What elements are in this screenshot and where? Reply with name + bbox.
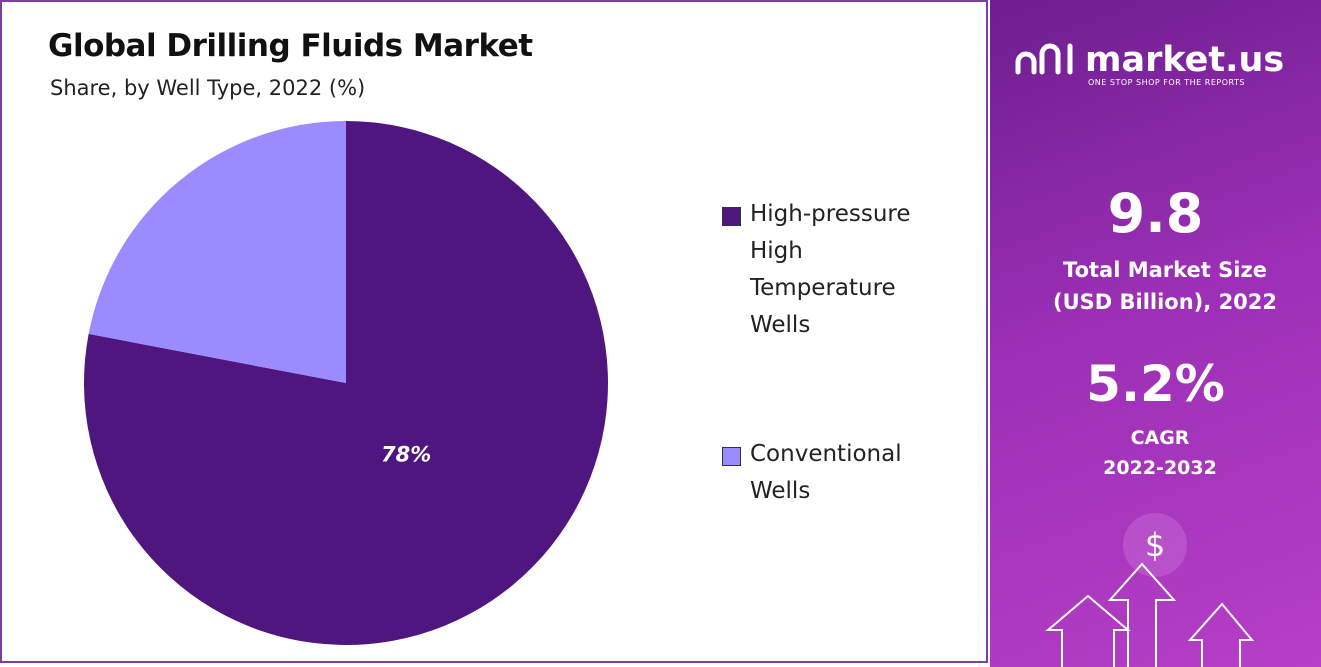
pie-chart: 78% [84, 121, 608, 645]
logo-icon [1015, 43, 1073, 75]
arrows [1045, 562, 1255, 667]
chart-subtitle: Share, by Well Type, 2022 (%) [50, 76, 366, 100]
cagr-label: CAGR 2022-2032 [1103, 427, 1217, 479]
pie-slice [84, 121, 608, 645]
pie-slice [88, 121, 346, 383]
legend-swatch [722, 447, 741, 466]
brand: market.us [1085, 40, 1285, 80]
market-size-label: Total Market Size (USD Billion), 2022 [1052, 258, 1278, 314]
legend-item: Conventional Wells [722, 436, 982, 510]
dollar-icon: $ [1145, 526, 1165, 564]
market-size: 9.8 [1107, 182, 1204, 245]
legend-item: High-pressure High Temperature Wells [722, 196, 982, 344]
panel-decor: $ [1015, 43, 1255, 667]
coin [1123, 513, 1187, 577]
cagr: 5.2% [1086, 355, 1225, 413]
tagline: ONE STOP SHOP FOR THE REPORTS [1088, 78, 1245, 87]
info-panel: $ market.us ONE STOP SHOP FOR THE REPORT… [990, 0, 1321, 667]
chart-title: Global Drilling Fluids Market [48, 28, 533, 64]
legend-swatch [722, 207, 741, 226]
legend-label: High-pressure High Temperature Wells [750, 201, 911, 338]
data-label: 78% [381, 443, 431, 467]
legend-label: Conventional Wells [750, 441, 902, 504]
